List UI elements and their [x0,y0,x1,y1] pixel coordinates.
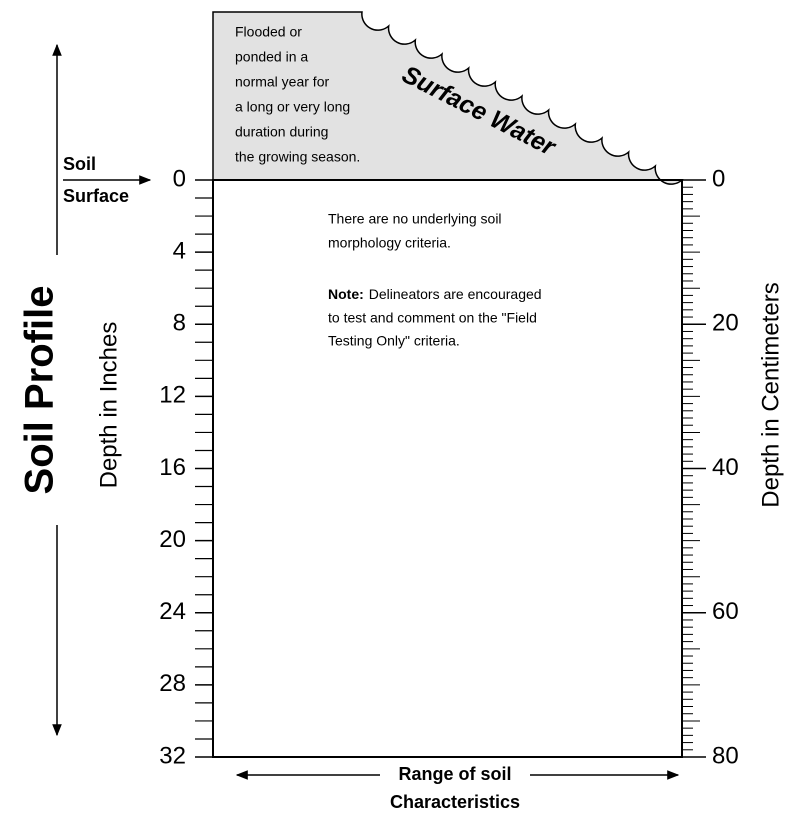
tick-label: 60 [712,598,739,625]
tick-label: 28 [159,670,186,697]
note-line: Delineators are encouraged [369,286,542,302]
tick-label: 4 [173,237,186,264]
tick-label: 24 [159,598,186,625]
description-line: the growing season. [235,149,360,165]
soil-surface-label: Surface [63,186,129,206]
tick-label: 20 [712,310,739,337]
tick-label: 12 [159,382,186,409]
body-text: morphology criteria. [328,235,451,251]
note-line: to test and comment on the "Field [328,310,537,326]
title: Soil Profile [18,286,62,495]
description-line: duration during [235,124,328,140]
description-line: a long or very long [235,99,350,115]
tick-label: 40 [712,454,739,481]
tick-label: 8 [173,310,186,337]
surface-water-area [212,11,684,185]
tick-label: 0 [173,165,186,192]
tick-label: 16 [159,454,186,481]
ticks: 0 4 8 12 16 20 24 28 32 0 20 40 60 80 [159,165,738,769]
x-axis-label: Range of soil [398,764,511,784]
note-label: Note: [328,286,364,302]
tick-label: 32 [159,742,186,769]
note-line: Testing Only" criteria. [328,333,460,349]
description-line: normal year for [235,74,329,90]
x-axis-label: Characteristics [390,792,520,812]
description-line: ponded in a [235,49,308,65]
tick-label: 20 [159,526,186,553]
tick-label: 80 [712,742,739,769]
description-line: Flooded or [235,24,302,40]
surface-water-description: Flooded or ponded in a normal year for a lo… [235,24,360,165]
soil-box [212,179,683,758]
right-axis-label: Depth in Centimeters [757,282,784,507]
tick-label: 0 [712,165,725,192]
soil-surface-label: Soil [63,154,96,174]
left-axis-label: Depth in Inches [95,322,122,489]
body-text: There are no underlying soil [328,211,502,227]
note-text: Note: Delineators are encouraged [328,286,542,302]
